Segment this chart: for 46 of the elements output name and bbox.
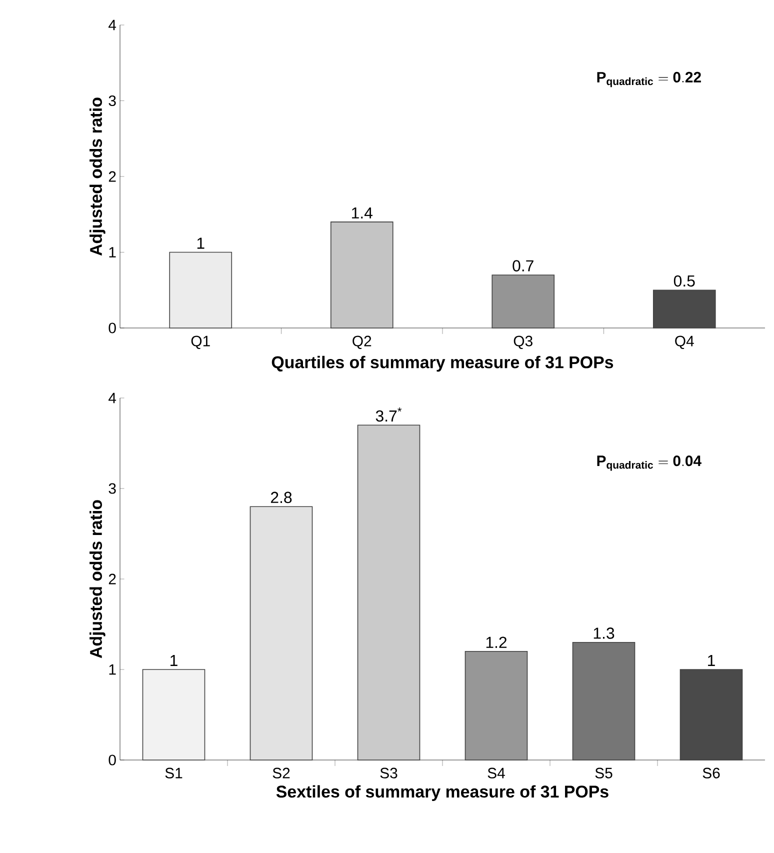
data-label: 3.7$^{*}$ <box>376 408 402 422</box>
x-axis-title: Sextiles of summary measure of 31 POPs <box>276 785 608 801</box>
data-label: 0.7 <box>512 260 534 272</box>
y-tick-label: 1 <box>109 664 116 675</box>
y-tick-label: 2 <box>108 574 116 584</box>
data-label: 0.5 <box>674 275 695 287</box>
data-label: 1 <box>170 655 178 666</box>
data-label: 1 <box>708 655 715 666</box>
x-tick-label: S5 <box>595 768 612 778</box>
y-tick-label: 4 <box>108 392 116 404</box>
bar <box>464 651 528 760</box>
annotation: $\mathbf{P_{quadratic} = 0.04}$ <box>597 456 702 471</box>
x-tick-label: S1 <box>165 768 182 778</box>
y-axis-title: Adjusted odds ratio <box>90 98 106 256</box>
data-label: 1.2 <box>486 636 507 648</box>
x-tick-label: S4 <box>488 768 505 778</box>
bar <box>250 506 313 760</box>
data-label: 2.8 <box>270 492 292 504</box>
y-tick-label: 1 <box>109 247 116 258</box>
y-tick-label: 0 <box>108 322 116 334</box>
data-label: 1.3 <box>594 628 614 639</box>
bar <box>572 642 636 760</box>
bar <box>652 290 716 328</box>
x-tick-label: S3 <box>380 768 398 778</box>
y-axis-title: Adjusted odds ratio <box>90 500 106 658</box>
annotation: $\mathbf{P_{quadratic} = 0.22}$ <box>597 72 701 88</box>
y-tick-label: 4 <box>108 20 116 30</box>
y-tick-label: 3 <box>108 95 116 106</box>
x-tick-label: Q1 <box>191 336 210 350</box>
bar <box>492 274 555 328</box>
y-tick-label: 3 <box>108 483 116 494</box>
data-label: 1.4 <box>352 207 372 218</box>
bar <box>680 669 743 760</box>
bar <box>330 222 394 328</box>
x-axis-title: Quartiles of summary measure of 31 POPs <box>272 356 614 372</box>
x-tick-label: S6 <box>702 768 720 778</box>
x-tick-label: Q3 <box>514 336 532 350</box>
bar <box>357 424 420 760</box>
x-tick-label: S2 <box>272 768 290 778</box>
y-tick-label: 2 <box>108 171 116 182</box>
bar <box>169 252 232 328</box>
x-tick-label: Q2 <box>352 336 372 350</box>
data-label: 1 <box>197 238 204 249</box>
y-tick-label: 0 <box>108 754 116 766</box>
bar <box>142 669 206 760</box>
x-tick-label: Q4 <box>675 336 694 350</box>
